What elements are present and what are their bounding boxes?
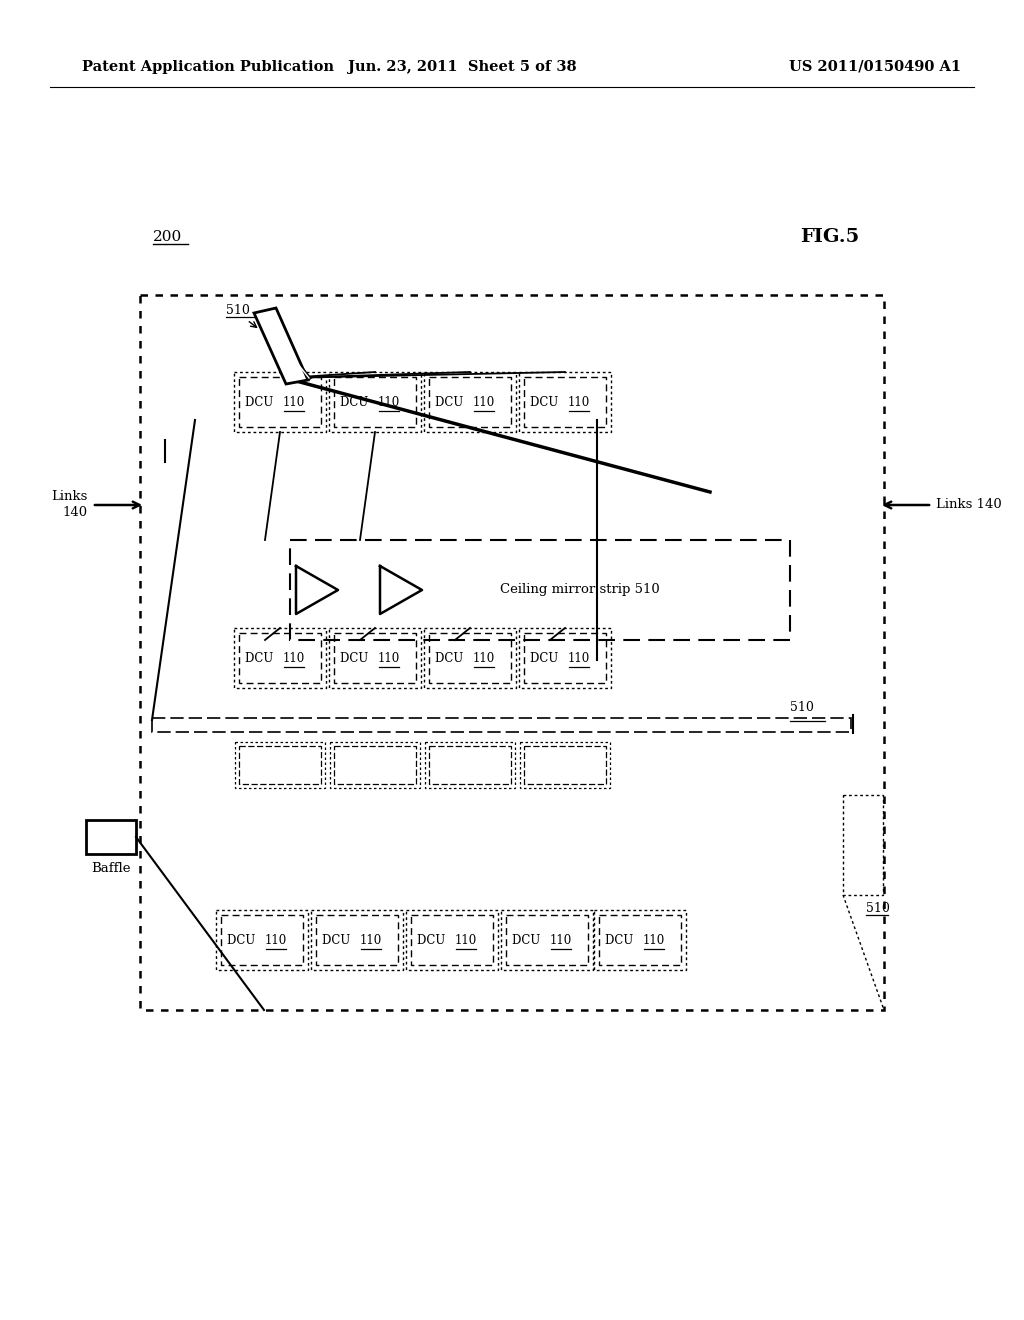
Bar (594, 909, 686, 970)
Text: Patent Application Publication: Patent Application Publication (82, 59, 334, 74)
Text: DCU: DCU (340, 396, 372, 408)
Text: 110: 110 (473, 652, 496, 664)
Bar (239, 378, 321, 426)
Text: DCU: DCU (322, 933, 354, 946)
Text: 110: 110 (643, 933, 666, 946)
Bar (152, 718, 851, 733)
Bar (425, 742, 515, 788)
Bar (429, 634, 511, 682)
Text: DCU: DCU (340, 652, 372, 664)
Text: Ceiling mirror strip 510: Ceiling mirror strip 510 (500, 583, 659, 597)
Text: 510: 510 (226, 305, 250, 318)
Bar (424, 628, 516, 688)
Bar (216, 909, 308, 970)
Text: DCU: DCU (245, 396, 278, 408)
Text: 110: 110 (265, 933, 287, 946)
Text: FIG.5: FIG.5 (800, 228, 859, 246)
Text: DCU: DCU (227, 933, 259, 946)
Bar (334, 746, 416, 784)
Text: Jun. 23, 2011  Sheet 5 of 38: Jun. 23, 2011 Sheet 5 of 38 (348, 59, 577, 74)
Text: Links: Links (51, 491, 88, 503)
Bar (334, 634, 416, 682)
Bar (316, 915, 398, 965)
Bar (506, 915, 588, 965)
Text: 110: 110 (283, 396, 305, 408)
Bar (524, 634, 606, 682)
Bar (524, 746, 606, 784)
Text: Links 140: Links 140 (936, 499, 1001, 511)
Text: 140: 140 (62, 507, 88, 520)
Bar (221, 915, 303, 965)
Bar (140, 294, 884, 1010)
Bar (429, 746, 511, 784)
Bar (311, 909, 403, 970)
Text: DCU: DCU (435, 652, 467, 664)
Text: DCU: DCU (245, 652, 278, 664)
Text: US 2011/0150490 A1: US 2011/0150490 A1 (788, 59, 962, 74)
Bar (411, 915, 493, 965)
Text: 110: 110 (550, 933, 572, 946)
Polygon shape (254, 308, 308, 384)
Text: DCU: DCU (512, 933, 544, 946)
Text: DCU: DCU (530, 396, 562, 408)
Bar (234, 372, 326, 432)
Bar (429, 378, 511, 426)
Bar (239, 746, 321, 784)
Bar (520, 742, 610, 788)
Bar (329, 628, 421, 688)
Bar (524, 378, 606, 426)
Bar (424, 372, 516, 432)
Bar (406, 909, 498, 970)
Bar (843, 795, 883, 895)
Bar (330, 742, 420, 788)
Text: 110: 110 (568, 652, 590, 664)
Text: Baffle: Baffle (91, 862, 131, 874)
Text: 110: 110 (568, 396, 590, 408)
Bar (501, 909, 593, 970)
Text: 110: 110 (359, 933, 382, 946)
Text: DCU: DCU (530, 652, 562, 664)
Text: 110: 110 (378, 652, 400, 664)
Bar (599, 915, 681, 965)
Bar (519, 372, 611, 432)
Text: DCU: DCU (417, 933, 449, 946)
Bar (290, 540, 790, 640)
Bar (234, 628, 326, 688)
Bar (519, 628, 611, 688)
Text: 110: 110 (378, 396, 400, 408)
Text: 110: 110 (283, 652, 305, 664)
Text: DCU: DCU (435, 396, 467, 408)
Text: 200: 200 (153, 230, 182, 244)
Text: 510: 510 (866, 903, 890, 916)
Text: DCU: DCU (605, 933, 637, 946)
Bar (239, 634, 321, 682)
Bar (86, 820, 136, 854)
Bar (329, 372, 421, 432)
Bar (334, 378, 416, 426)
Bar (234, 742, 325, 788)
Text: 110: 110 (473, 396, 496, 408)
Text: 110: 110 (455, 933, 477, 946)
Text: 510: 510 (790, 701, 814, 714)
